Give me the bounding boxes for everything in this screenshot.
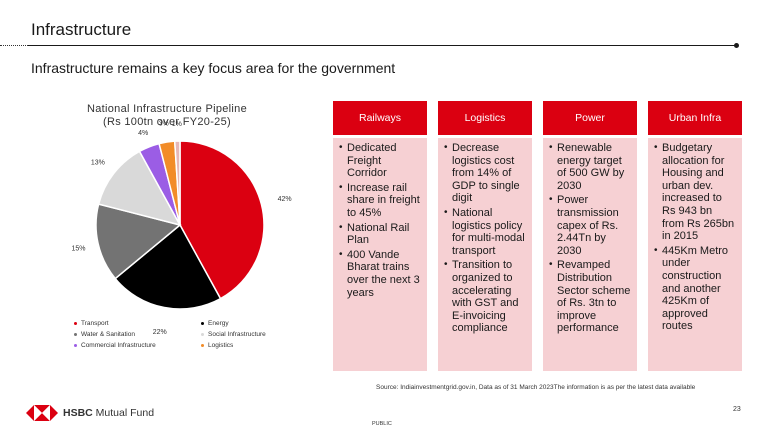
- pie-slice-other: [173, 140, 181, 226]
- legend-label: Transport: [81, 320, 109, 327]
- chart-subtitle: (Rs 100tn over FY20-25): [103, 116, 231, 128]
- page-subtitle: Infrastructure remains a key focus area …: [31, 60, 396, 76]
- legend-item: Energy: [201, 320, 229, 327]
- bullet: 400 Vande Bharat trains over the next 3 …: [339, 249, 421, 299]
- legend-item: Commercial Infrastructure: [74, 342, 156, 349]
- legend-label: Commercial Infrastructure: [81, 342, 156, 349]
- bullet: Increase rail share in freight to 45%: [339, 182, 421, 220]
- pie-chart: 42% 22% 15% 13% 4% 3% 1%: [71, 120, 292, 336]
- column-heading: Power: [543, 101, 637, 135]
- legend-swatch: [201, 343, 204, 347]
- title-rule-end-dot: [734, 43, 739, 48]
- bullet: 445Km Metro under construction and anoth…: [654, 245, 736, 333]
- pie-data-label: 3%: [159, 120, 169, 127]
- hsbc-hexagon-icon: [26, 405, 58, 421]
- column-body: Dedicated Freight Corridor Increase rail…: [333, 138, 427, 371]
- legend-item: Social Infrastructure: [201, 331, 266, 338]
- pie-data-label: 42%: [278, 196, 292, 203]
- source-note: Source: Indiainvestmentgrid.gov.in, Data…: [376, 384, 696, 391]
- legend-swatch: [74, 332, 77, 336]
- legend-label: Social Infrastructure: [208, 331, 266, 338]
- legend-item: Transport: [74, 320, 109, 327]
- bullet: Decrease logistics cost from 14% of GDP …: [444, 142, 526, 205]
- chart-title-block: National Infrastructure Pipeline (Rs 100…: [62, 103, 272, 129]
- bullet: Power transmission capex of Rs. 2.44Tn b…: [549, 194, 631, 257]
- column-power: Power Renewable energy target of 500 GW …: [543, 101, 637, 371]
- pie-slice-energy: [114, 223, 222, 310]
- pie-data-label: 13%: [91, 159, 105, 166]
- pie-data-label: 4%: [138, 130, 148, 137]
- pie-data-label: 15%: [71, 246, 85, 253]
- column-heading: Logistics: [438, 101, 532, 135]
- legend-item: Water & Sanitation: [74, 331, 135, 338]
- legend-swatch: [201, 321, 204, 325]
- column-railways: Railways Dedicated Freight Corridor Incr…: [333, 101, 427, 371]
- hsbc-logo: HSBC Mutual Fund: [26, 405, 154, 421]
- legend-label: Water & Sanitation: [81, 331, 135, 338]
- page-title: Infrastructure: [31, 20, 132, 39]
- legend-label: Energy: [208, 320, 229, 327]
- brand-rest: Mutual Fund: [92, 407, 155, 419]
- brand-text: HSBC Mutual Fund: [63, 407, 154, 419]
- column-logistics: Logistics Decrease logistics cost from 1…: [438, 101, 532, 371]
- pie-slice-water-sanitation: [95, 203, 182, 280]
- legend-swatch: [74, 343, 77, 347]
- legend-swatch: [201, 332, 204, 336]
- title-rule: [28, 45, 736, 46]
- brand-bold: HSBC: [63, 407, 93, 419]
- column-urban-infra: Urban Infra Budgetary allocation for Hou…: [648, 101, 742, 371]
- title-rule-dotted: [0, 45, 28, 46]
- bullet: Renewable energy target of 500 GW by 203…: [549, 142, 631, 192]
- column-heading: Railways: [333, 101, 427, 135]
- page-number: 23: [733, 406, 741, 413]
- pie-data-label: 22%: [153, 329, 167, 336]
- column-body: Budgetary allocation for Housing and urb…: [648, 138, 742, 371]
- column-body: Renewable energy target of 500 GW by 203…: [543, 138, 637, 371]
- pie-slice-social-infrastructure: [97, 150, 182, 227]
- column-body: Decrease logistics cost from 14% of GDP …: [438, 138, 532, 371]
- legend-swatch: [74, 321, 77, 325]
- bullet: Transition to organized to accelerating …: [444, 259, 526, 335]
- chart-title: National Infrastructure Pipeline: [86, 103, 247, 115]
- pie-slice-transport: [179, 140, 265, 300]
- legend-item: Logistics: [201, 342, 233, 349]
- pie-data-label: 1%: [172, 121, 182, 128]
- legend-label: Logistics: [208, 342, 234, 349]
- bullet: National logistics policy for multi-moda…: [444, 207, 526, 257]
- classification-label: PUBLIC: [372, 421, 392, 427]
- bullet: Budgetary allocation for Housing and urb…: [654, 142, 736, 243]
- column-heading: Urban Infra: [648, 101, 742, 135]
- bullet: Revamped Distribution Sector scheme of R…: [549, 259, 631, 335]
- bullet: National Rail Plan: [339, 222, 421, 247]
- bullet: Dedicated Freight Corridor: [339, 142, 421, 180]
